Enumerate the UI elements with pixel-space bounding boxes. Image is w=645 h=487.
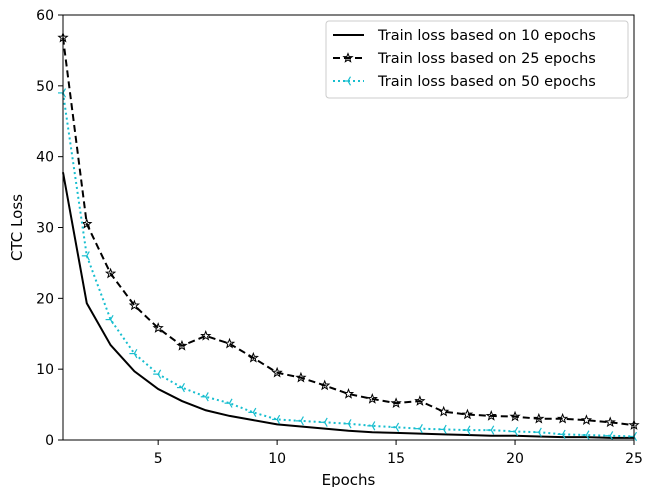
y-axis-label: CTC Loss bbox=[8, 194, 26, 261]
series-line bbox=[62, 92, 635, 438]
y-tick-label: 30 bbox=[36, 221, 54, 237]
data-point bbox=[581, 430, 590, 440]
data-point bbox=[509, 410, 521, 422]
data-point bbox=[105, 314, 114, 325]
y-tick-label: 40 bbox=[36, 150, 54, 166]
legend-marker bbox=[343, 76, 352, 86]
data-point bbox=[342, 388, 355, 399]
x-tick-label: 25 bbox=[625, 451, 643, 467]
series-1 bbox=[62, 172, 634, 439]
plot-lines bbox=[57, 31, 640, 442]
data-point bbox=[486, 425, 495, 435]
data-point bbox=[367, 421, 376, 431]
y-tick-label: 50 bbox=[36, 79, 54, 95]
data-point bbox=[438, 405, 450, 417]
data-point bbox=[343, 419, 352, 429]
data-point bbox=[295, 416, 304, 426]
data-point bbox=[176, 382, 185, 393]
data-point bbox=[176, 339, 188, 351]
data-point bbox=[247, 351, 259, 363]
data-point bbox=[414, 395, 426, 406]
data-point bbox=[629, 431, 638, 442]
data-point bbox=[295, 371, 307, 383]
data-point bbox=[557, 429, 566, 439]
data-point bbox=[580, 414, 593, 425]
data-point bbox=[200, 392, 209, 402]
x-tick-label: 5 bbox=[154, 451, 163, 467]
legend-label: Train loss based on 25 epochs bbox=[377, 51, 596, 67]
legend-item-2: Train loss based on 25 epochs bbox=[333, 51, 596, 67]
legend-label: Train loss based on 10 epochs bbox=[377, 28, 596, 44]
data-point bbox=[605, 431, 614, 441]
data-point bbox=[104, 267, 117, 279]
y-tick-label: 20 bbox=[36, 291, 54, 307]
x-tick-label: 15 bbox=[387, 451, 405, 467]
x-tick-label: 10 bbox=[268, 451, 286, 467]
data-point bbox=[152, 322, 164, 333]
legend-box bbox=[325, 20, 629, 99]
legend: Train loss based on 10 epochs Train loss … bbox=[325, 20, 629, 99]
data-point bbox=[81, 218, 93, 229]
data-point bbox=[366, 393, 378, 404]
data-point bbox=[272, 414, 281, 425]
data-point bbox=[319, 417, 328, 427]
series-2 bbox=[57, 31, 640, 430]
legend-item-3: Train loss based on 50 epochs bbox=[333, 74, 596, 90]
legend-marker bbox=[342, 52, 354, 63]
axis-ticks: 5 10 15 20 25 0 10 20 30 40 50 60 bbox=[36, 8, 643, 467]
series-line bbox=[62, 37, 635, 427]
data-point bbox=[248, 407, 257, 418]
data-point bbox=[129, 348, 138, 359]
data-point bbox=[271, 366, 283, 378]
data-point bbox=[391, 422, 400, 432]
x-axis-label: Epochs bbox=[322, 471, 376, 487]
legend-item-1: Train loss based on 10 epochs bbox=[333, 28, 596, 44]
data-point bbox=[604, 416, 616, 428]
y-tick-label: 0 bbox=[45, 433, 54, 449]
data-point bbox=[438, 424, 447, 435]
data-point bbox=[58, 88, 67, 98]
data-point bbox=[81, 251, 90, 261]
data-point bbox=[510, 426, 519, 437]
data-point bbox=[153, 369, 162, 379]
data-point bbox=[414, 424, 423, 434]
data-point bbox=[462, 425, 471, 435]
data-point bbox=[223, 337, 236, 349]
data-point bbox=[461, 408, 474, 420]
x-tick-label: 20 bbox=[506, 451, 524, 467]
y-tick-label: 60 bbox=[36, 8, 54, 24]
data-point bbox=[533, 427, 542, 437]
data-point bbox=[224, 398, 233, 408]
data-point bbox=[128, 299, 140, 311]
series-3 bbox=[58, 88, 638, 442]
data-point bbox=[485, 410, 497, 421]
series-line bbox=[62, 172, 634, 439]
data-point bbox=[390, 397, 402, 408]
data-point bbox=[533, 412, 545, 424]
data-point bbox=[557, 412, 569, 424]
legend-label: Train loss based on 50 epochs bbox=[377, 74, 596, 90]
y-tick-label: 10 bbox=[36, 362, 54, 378]
data-point bbox=[200, 329, 212, 341]
data-point bbox=[319, 379, 331, 391]
